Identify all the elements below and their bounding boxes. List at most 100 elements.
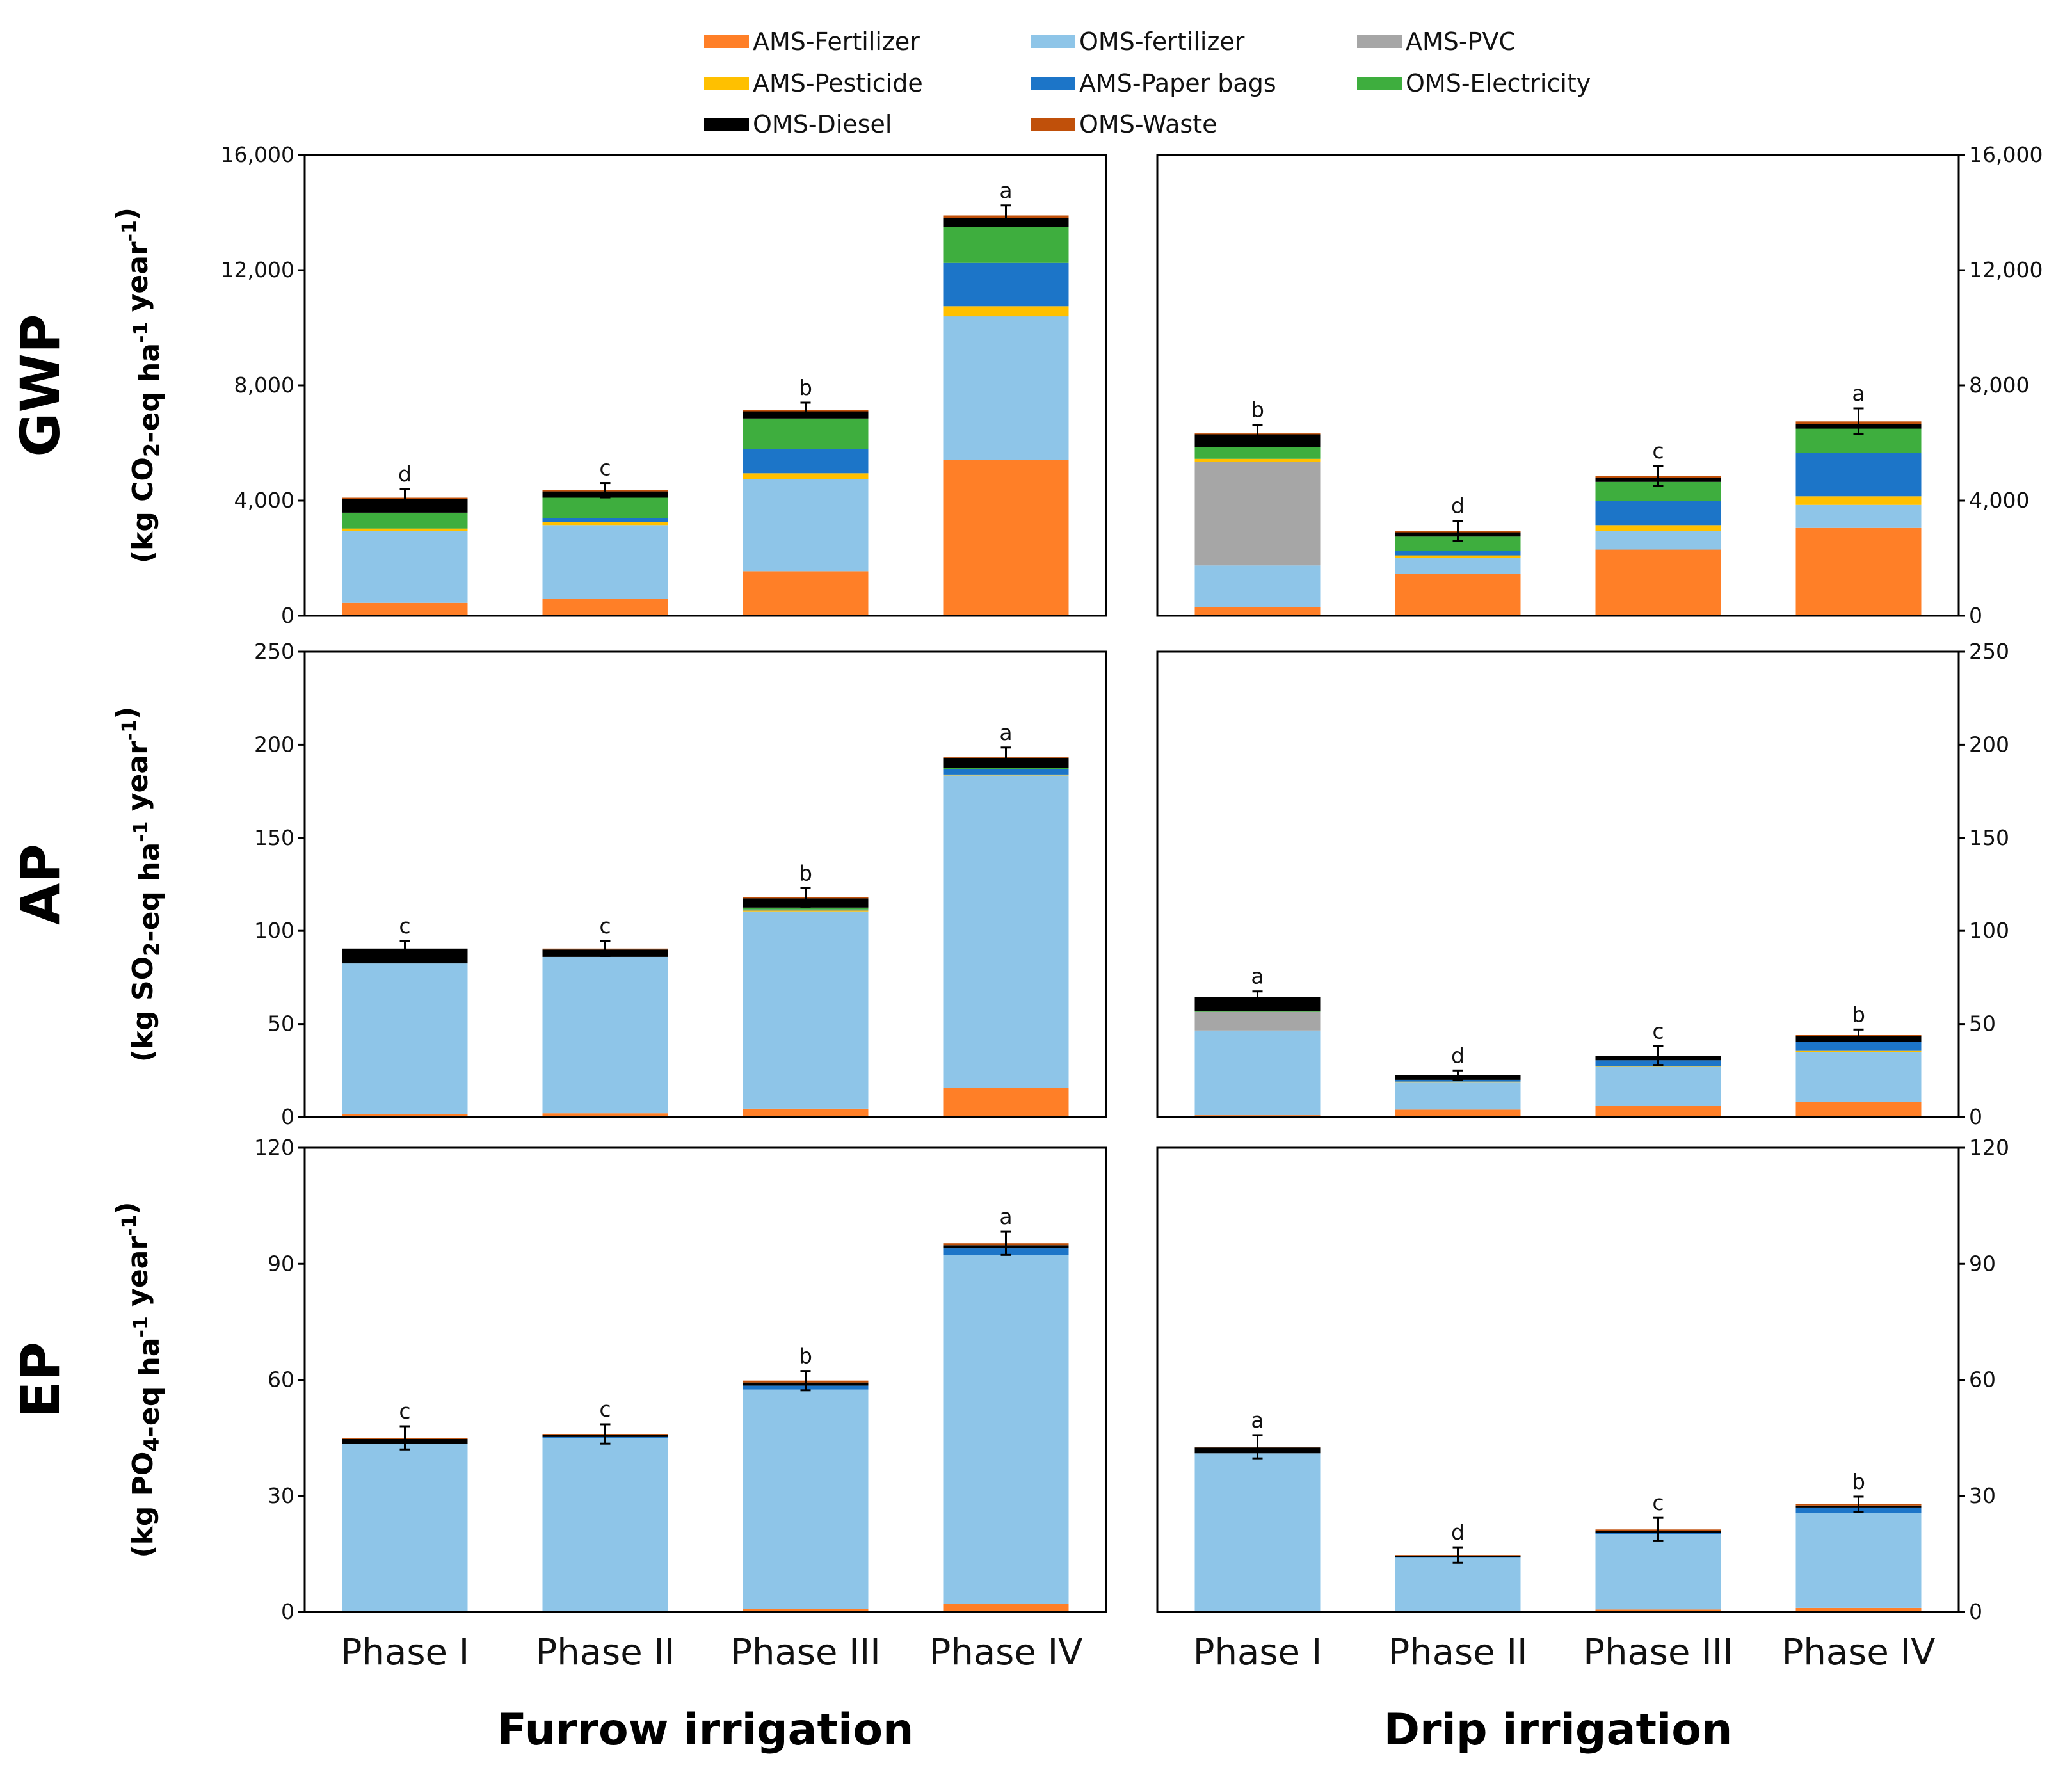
bar-ep-furrow-irrigation-phase-iv-ams-fertilizer	[943, 1604, 1069, 1612]
y-tick-label-ep-drip-irrigation: 90	[1969, 1251, 1996, 1276]
significance-letter-ep-drip-irrigation-phase-ii: d	[1451, 1520, 1465, 1545]
legend-label-ams-pesticide: AMS-Pesticide	[753, 69, 923, 97]
significance-letter-ap-furrow-irrigation-phase-iv: a	[999, 720, 1012, 745]
bar-gwp-drip-irrigation-phase-i-ams-pesticide	[1194, 458, 1321, 462]
error-bar-gwp-drip-irrigation-phase-iii	[1653, 465, 1664, 487]
y-axis-label-ep: (kg PO4-eq ha-1 year-1)	[110, 1202, 166, 1557]
y-tick-label-gwp-furrow-irrigation: 8,000	[234, 373, 294, 398]
panel-ep-drip-irrigation: a d c b 0 30 60 90 120	[1156, 1135, 2009, 1624]
y-tick-label-ap-drip-irrigation: 150	[1969, 825, 2009, 850]
significance-letter-ap-drip-irrigation-phase-iv: b	[1852, 1002, 1865, 1027]
bar-gwp-drip-irrigation-phase-ii-oms-fertilizer	[1395, 558, 1521, 574]
y-tick-label-ep-furrow-irrigation: 120	[254, 1135, 294, 1160]
bar-ap-furrow-irrigation-phase-i-ams-fertilizer	[342, 1114, 468, 1117]
x-tick-label-drip-irrigation-phase-i: Phase I	[1193, 1632, 1322, 1673]
legend-item-oms-electricity: OMS-Electricity	[1357, 69, 1591, 97]
bar-ap-drip-irrigation-phase-i-oms-fertilizer	[1194, 1030, 1321, 1116]
significance-letter-ap-furrow-irrigation-phase-i: c	[399, 913, 410, 938]
bar-ep-furrow-irrigation-phase-iv-oms-fertilizer	[943, 1255, 1069, 1604]
error-bar-ap-drip-irrigation-phase-ii	[1452, 1069, 1463, 1081]
bar-ap-drip-irrigation-phase-iv-ams-fertilizer	[1795, 1102, 1922, 1117]
y-tick-label-ap-furrow-irrigation: 200	[254, 732, 294, 757]
significance-letter-ap-furrow-irrigation-phase-iii: b	[799, 860, 812, 885]
legend-label-oms-electricity: OMS-Electricity	[1406, 69, 1591, 97]
significance-letter-ep-drip-irrigation-phase-i: a	[1251, 1408, 1264, 1433]
bar-gwp-furrow-irrigation-phase-i-oms-electricity	[342, 512, 468, 529]
bar-ap-drip-irrigation-phase-i-ams-pvc	[1194, 1011, 1321, 1031]
legend-label-oms-fertilizer: OMS-fertilizer	[1079, 28, 1245, 56]
error-bar-ep-furrow-irrigation-phase-iv	[1000, 1230, 1011, 1256]
y-tick-label-ap-drip-irrigation: 50	[1969, 1011, 1996, 1036]
bar-gwp-furrow-irrigation-phase-iv-ams-fertilizer	[943, 460, 1069, 616]
bar-gwp-furrow-irrigation-phase-iv-ams-pesticide	[943, 306, 1069, 317]
legend-swatch-ams-fertilizer	[704, 35, 749, 48]
legend-swatch-oms-electricity	[1357, 77, 1402, 90]
bar-gwp-furrow-irrigation-phase-iv-oms-fertilizer	[943, 316, 1069, 460]
bar-ap-drip-irrigation-phase-iv-ams-paper-bags	[1795, 1042, 1922, 1051]
bar-gwp-furrow-irrigation-phase-ii-oms-electricity	[542, 497, 668, 518]
bar-gwp-furrow-irrigation-phase-ii-oms-fertilizer	[542, 525, 668, 599]
row-label-ap: AP	[9, 844, 72, 925]
legend-label-ams-fertilizer: AMS-Fertilizer	[753, 28, 920, 56]
bar-ap-furrow-irrigation-phase-iv-oms-electricity	[943, 768, 1069, 769]
x-tick-label-furrow-irrigation-phase-i: Phase I	[341, 1632, 470, 1673]
legend-item-ams-pvc: AMS-PVC	[1357, 28, 1516, 56]
significance-letter-gwp-furrow-irrigation-phase-i: d	[398, 462, 412, 487]
group-title-furrow-irrigation: Furrow irrigation	[497, 1705, 914, 1755]
y-tick-label-ap-drip-irrigation: 100	[1969, 918, 2009, 943]
bar-gwp-drip-irrigation-phase-i-oms-fertilizer	[1194, 565, 1321, 607]
bar-gwp-furrow-irrigation-phase-iv-ams-paper-bags	[943, 262, 1069, 307]
y-axis-label-gwp: (kg CO2-eq ha-1 year-1)	[110, 207, 166, 563]
y-tick-label-ep-drip-irrigation: 0	[1969, 1599, 1982, 1624]
bar-ep-drip-irrigation-phase-ii-oms-fertilizer	[1395, 1557, 1521, 1611]
bar-gwp-drip-irrigation-phase-i-ams-pvc	[1194, 462, 1321, 566]
x-tick-label-drip-irrigation-phase-iii: Phase III	[1583, 1632, 1733, 1673]
bar-ep-furrow-irrigation-phase-ii-oms-fertilizer	[542, 1438, 668, 1611]
bar-ap-drip-irrigation-phase-iv-oms-fertilizer	[1795, 1052, 1922, 1102]
bar-gwp-drip-irrigation-phase-ii-oms-electricity	[1395, 536, 1521, 551]
y-tick-label-ep-furrow-irrigation: 30	[268, 1483, 294, 1508]
error-bar-ep-drip-irrigation-phase-iv	[1853, 1495, 1864, 1513]
bar-gwp-furrow-irrigation-phase-ii-ams-pesticide	[542, 522, 668, 526]
significance-letter-ep-furrow-irrigation-phase-iii: b	[799, 1344, 812, 1369]
x-tick-label-drip-irrigation-phase-iv: Phase IV	[1782, 1632, 1936, 1673]
error-bar-gwp-drip-irrigation-phase-ii	[1452, 520, 1463, 542]
error-bar-gwp-furrow-irrigation-phase-i	[399, 488, 410, 508]
bar-gwp-drip-irrigation-phase-iv-ams-fertilizer	[1795, 527, 1922, 616]
significance-letter-gwp-drip-irrigation-phase-ii: d	[1451, 494, 1465, 519]
legend-swatch-ams-pvc	[1357, 35, 1402, 48]
error-bar-gwp-furrow-irrigation-phase-iv	[1000, 204, 1011, 227]
significance-letter-ap-furrow-irrigation-phase-ii: c	[599, 913, 611, 938]
bar-ap-furrow-irrigation-phase-ii-oms-fertilizer	[542, 956, 668, 1114]
error-bar-ap-drip-irrigation-phase-iv	[1853, 1028, 1864, 1042]
bar-ap-furrow-irrigation-phase-ii-ams-fertilizer	[542, 1113, 668, 1117]
y-tick-label-ap-furrow-irrigation: 250	[254, 639, 294, 664]
bar-ap-drip-irrigation-phase-iii-ams-fertilizer	[1595, 1106, 1721, 1117]
y-tick-label-gwp-drip-irrigation: 4,000	[1969, 488, 2029, 513]
error-bar-ap-drip-irrigation-phase-iii	[1653, 1045, 1664, 1066]
bar-ap-drip-irrigation-phase-iii-ams-pesticide	[1595, 1066, 1721, 1067]
bar-gwp-furrow-irrigation-phase-iii-oms-fertilizer	[743, 479, 869, 572]
axis-and-group-labels: GWP (kg CO2-eq ha-1 year-1) AP (kg SO2-eq h…	[9, 207, 1935, 1755]
error-bar-gwp-drip-irrigation-phase-i	[1252, 424, 1263, 444]
bar-ap-furrow-irrigation-phase-i-oms-fertilizer	[342, 963, 468, 1114]
bar-gwp-drip-irrigation-phase-i-oms-electricity	[1194, 447, 1321, 459]
error-bar-ap-furrow-irrigation-phase-iii	[800, 887, 811, 908]
y-tick-label-gwp-furrow-irrigation: 4,000	[234, 488, 294, 513]
bar-gwp-drip-irrigation-phase-iv-oms-fertilizer	[1795, 504, 1922, 528]
significance-letter-gwp-drip-irrigation-phase-iv: a	[1852, 381, 1865, 406]
bar-gwp-drip-irrigation-phase-iii-ams-fertilizer	[1595, 549, 1721, 616]
bar-gwp-furrow-irrigation-phase-iii-ams-paper-bags	[743, 449, 869, 474]
row-label-gwp: GWP	[9, 314, 72, 456]
legend-item-ams-paper-bags: AMS-Paper bags	[1031, 69, 1276, 97]
y-tick-label-ap-furrow-irrigation: 150	[254, 825, 294, 850]
bar-gwp-furrow-irrigation-phase-ii-ams-paper-bags	[542, 518, 668, 522]
bar-ap-furrow-irrigation-phase-iii-ams-fertilizer	[743, 1108, 869, 1117]
legend-swatch-oms-diesel	[704, 118, 749, 131]
significance-letter-ap-drip-irrigation-phase-i: a	[1251, 964, 1264, 989]
significance-letter-gwp-furrow-irrigation-phase-iii: b	[799, 375, 812, 400]
bar-gwp-furrow-irrigation-phase-i-ams-pesticide	[342, 528, 468, 531]
bar-ep-furrow-irrigation-phase-i-oms-fertilizer	[342, 1444, 468, 1611]
bar-ep-drip-irrigation-phase-iv-oms-fertilizer	[1795, 1513, 1922, 1608]
